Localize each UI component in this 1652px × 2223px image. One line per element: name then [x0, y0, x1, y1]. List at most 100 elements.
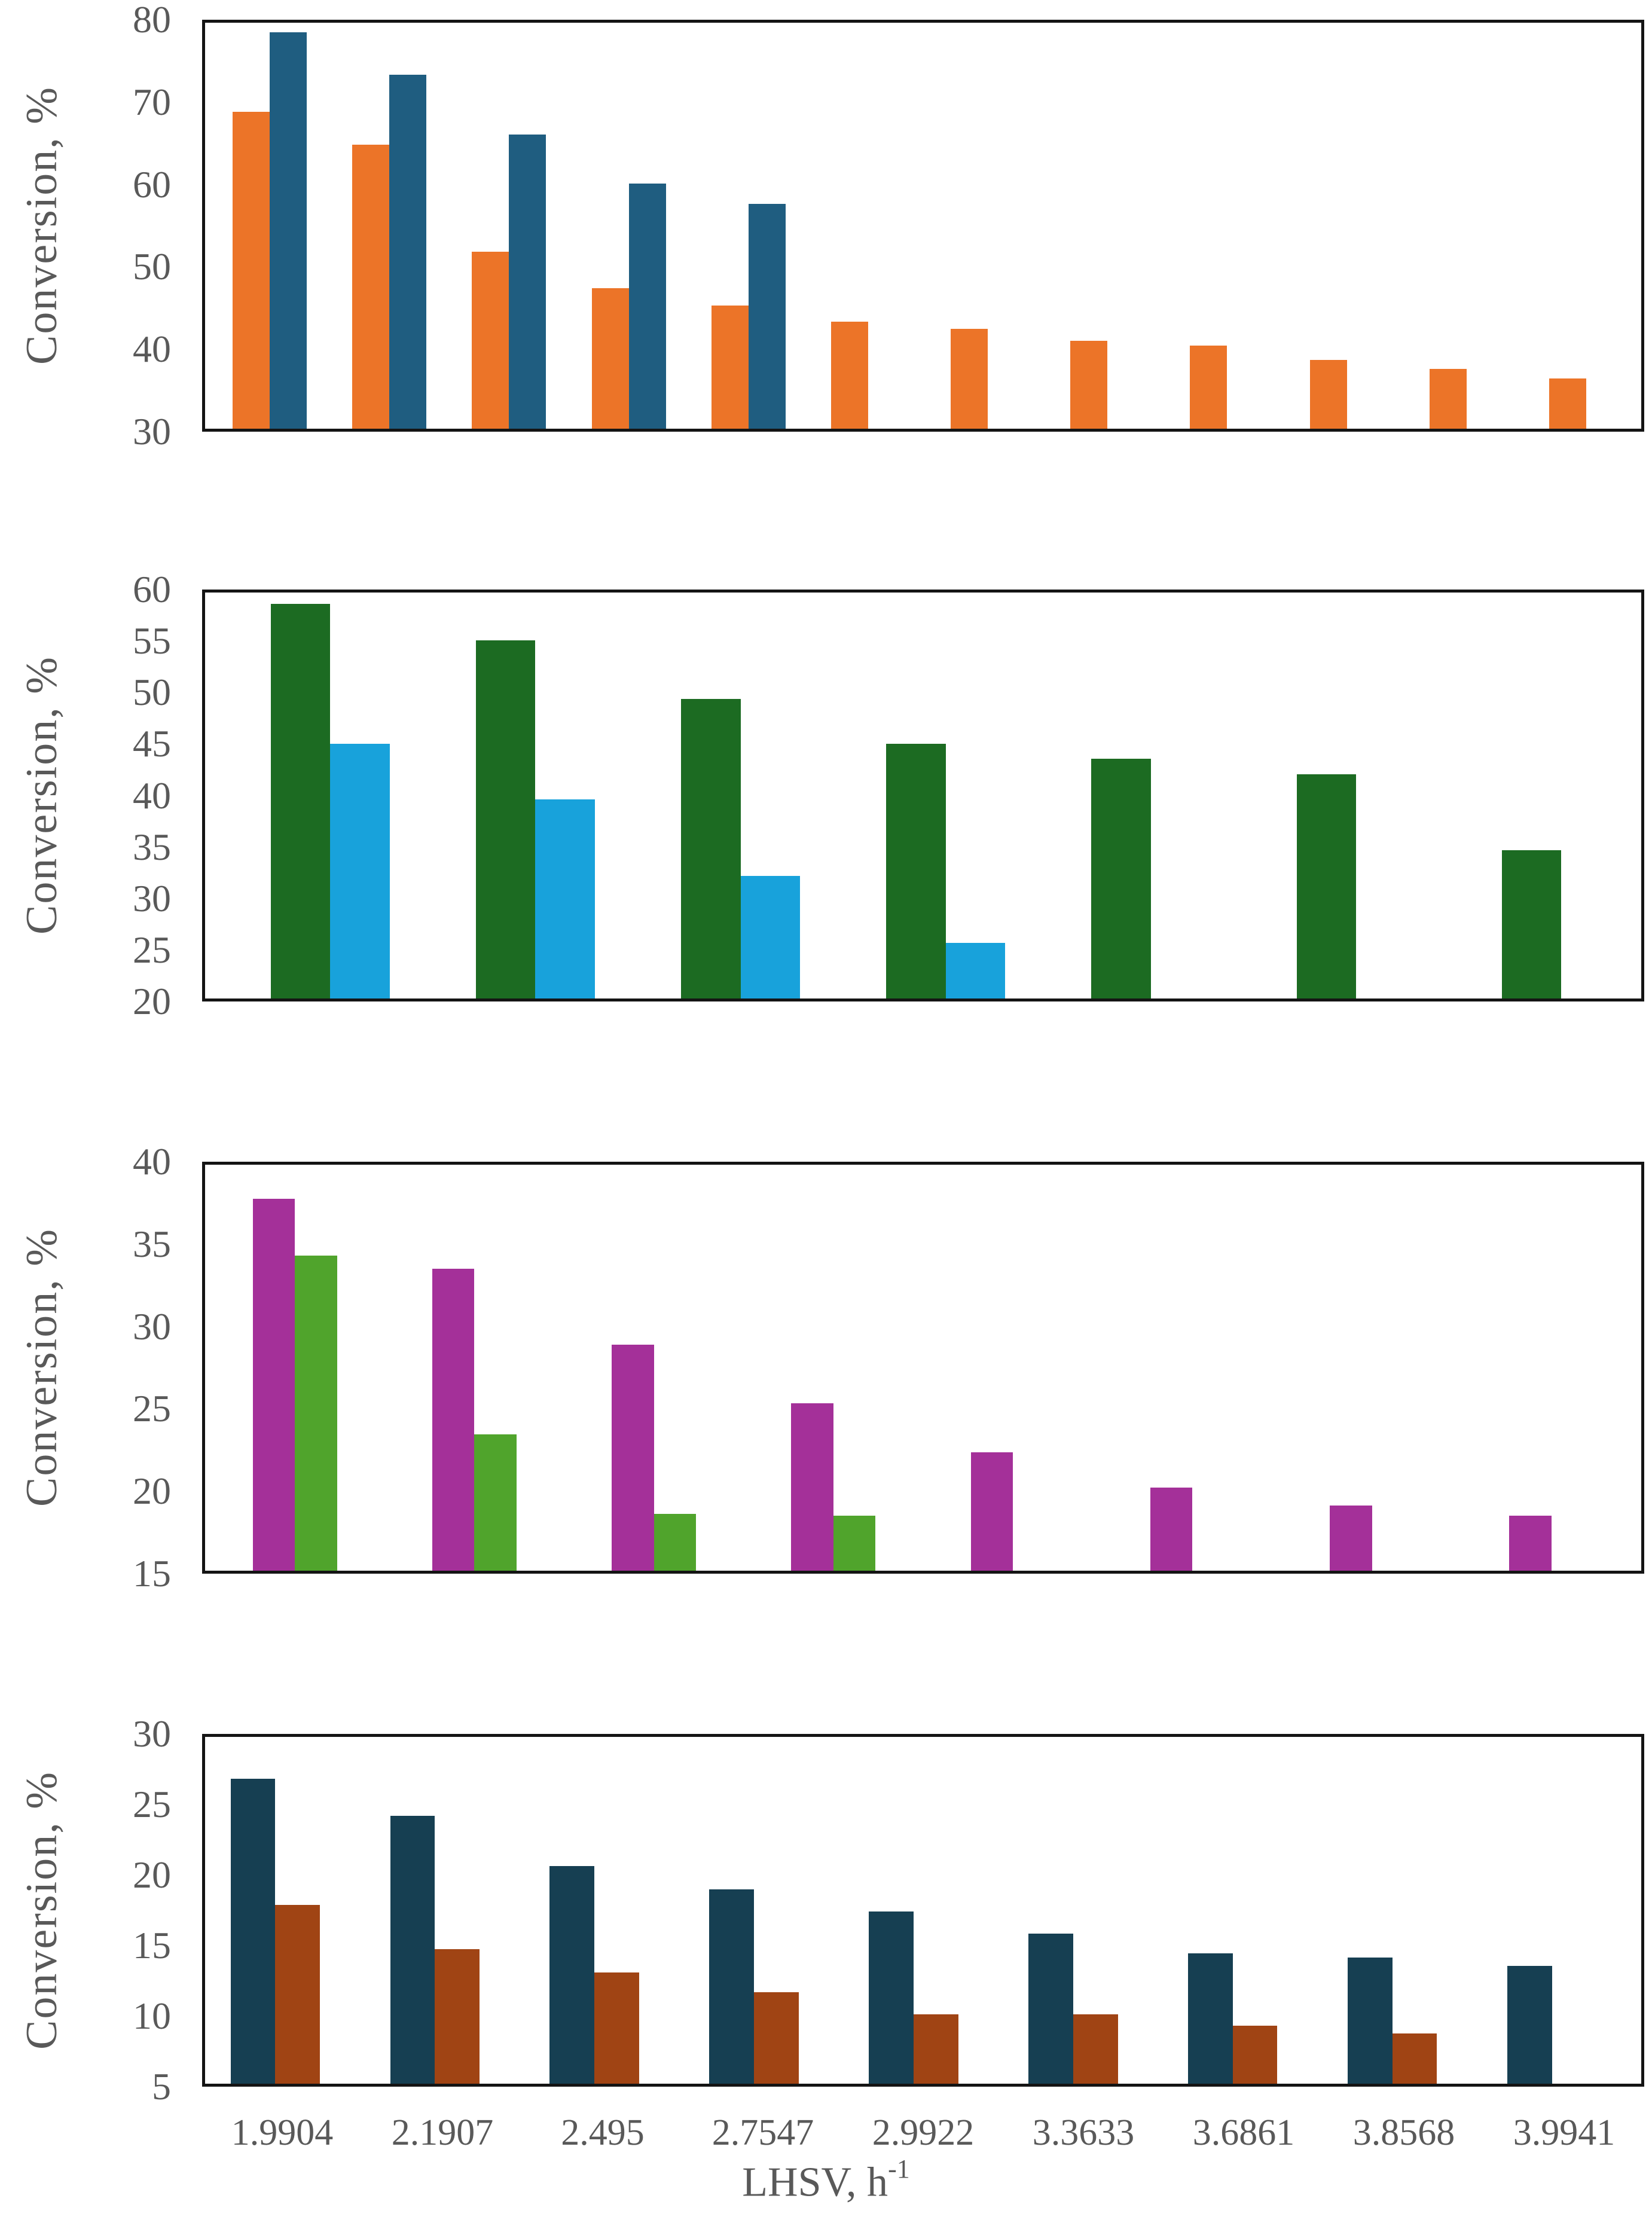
orange-series-bar: [233, 112, 270, 429]
magenta-series-bar: [1330, 1506, 1372, 1571]
magenta-series-bar: [432, 1268, 475, 1571]
green-series-bar: [474, 1434, 517, 1571]
category-slot: [205, 1737, 365, 2084]
y-tick-label: 60: [133, 163, 171, 206]
y-tick-label: 30: [133, 877, 171, 920]
orange-series-bar: [352, 144, 390, 429]
y-tick-label: 25: [133, 928, 171, 971]
navy-series-bar: [869, 1911, 914, 2084]
x-tick-label: 3.9941: [1513, 2112, 1616, 2153]
orange-series-bar: [1549, 378, 1586, 429]
category-slot: [1003, 1737, 1162, 2084]
x-tick-label: 3.3633: [1032, 2112, 1135, 2153]
category-slot: [564, 23, 684, 429]
y-tick-label: 50: [133, 245, 171, 288]
green-series-bar: [833, 1515, 876, 1571]
rust-series-bar: [435, 1949, 480, 2084]
category-slot: [1482, 1737, 1641, 2084]
y-tick-label: 55: [133, 619, 171, 662]
chart-panel-1: Conversion, % 30 40 50 60 70 80: [0, 0, 1652, 453]
category-slot: [844, 1737, 1003, 2084]
orange-series-bar: [951, 328, 988, 429]
category-slot: [804, 23, 923, 429]
orange-series-bar: [591, 288, 629, 429]
category-slot: [410, 593, 615, 998]
y-tick-label: 40: [133, 328, 171, 371]
category-slot: [365, 1737, 524, 2084]
rust-series-bar: [1232, 2025, 1278, 2084]
plot-area: [202, 1734, 1644, 2087]
category-slot: [1436, 593, 1641, 998]
navy-series-bar: [230, 1778, 276, 2084]
category-slot: [205, 593, 410, 998]
rust-series-bar: [1073, 2014, 1118, 2084]
y-tick-label: 5: [152, 2065, 171, 2108]
category-slot: [1282, 23, 1402, 429]
magenta-series-bar: [612, 1345, 654, 1571]
chart-panel-2: Conversion, % 20 25 30 35 40 45 50 55 60: [0, 568, 1652, 1022]
y-tick-label: 25: [133, 1783, 171, 1825]
y-tick-label: 30: [133, 410, 171, 453]
dark-blue-series-bar: [270, 32, 307, 429]
category-slot: [1522, 23, 1641, 429]
plot-area: [202, 1162, 1644, 1574]
category-slot: [325, 23, 444, 429]
x-axis-title-superscript: -1: [888, 2154, 910, 2184]
orange-series-bar: [1309, 359, 1347, 429]
green-series-bar: [654, 1513, 697, 1571]
category-slot: [1162, 23, 1282, 429]
light-blue-series-bar: [535, 799, 595, 998]
y-tick-label: 70: [133, 80, 171, 123]
light-blue-series-bar: [740, 875, 801, 998]
category-slot: [1103, 1165, 1282, 1571]
dark-green-series-bar: [1296, 774, 1356, 998]
navy-series-bar: [1188, 1953, 1233, 2084]
dark-blue-series-bar: [628, 183, 666, 429]
x-tick-label: 3.8568: [1352, 2112, 1455, 2153]
y-tick-label: 30: [133, 1712, 171, 1755]
magenta-series-bar: [970, 1452, 1013, 1571]
chart-panel-3: Conversion, % 15 20 25 30 35 40: [0, 1140, 1652, 1595]
rust-series-bar: [754, 1992, 799, 2084]
category-slot: [444, 23, 564, 429]
orange-series-bar: [830, 321, 868, 429]
x-tick-label: 2.1907: [391, 2112, 494, 2153]
dark-green-series-bar: [1501, 850, 1562, 998]
dark-green-series-bar: [1091, 759, 1151, 998]
green-series-bar: [295, 1256, 337, 1571]
rust-series-bar: [275, 1904, 320, 2084]
navy-series-bar: [709, 1889, 755, 2084]
category-slot: [923, 1165, 1103, 1571]
x-tick-label: 2.495: [561, 2112, 645, 2153]
dark-blue-series-bar: [748, 203, 786, 429]
orange-series-bar: [1190, 346, 1227, 429]
x-tick-label: 1.9904: [231, 2112, 334, 2153]
y-tick-label: 45: [133, 722, 171, 765]
plot-area: [202, 590, 1644, 1001]
dark-blue-series-bar: [389, 74, 427, 429]
navy-series-bar: [1507, 1965, 1552, 2084]
navy-series-bar: [1028, 1934, 1073, 2084]
magenta-series-bar: [1509, 1515, 1552, 1571]
rust-series-bar: [594, 1972, 639, 2084]
category-slot: [684, 23, 804, 429]
dark-green-series-bar: [681, 699, 741, 998]
x-axis-title: LHSV, h-1: [0, 2154, 1652, 2206]
category-slot: [564, 1165, 744, 1571]
rust-series-bar: [1392, 2033, 1437, 2084]
y-tick-label: 35: [133, 1222, 171, 1265]
category-slot: [1162, 1737, 1322, 2084]
category-slot: [744, 1165, 923, 1571]
category-slot: [1402, 23, 1522, 429]
dark-green-series-bar: [475, 640, 536, 998]
y-tick-label: 40: [133, 774, 171, 817]
orange-series-bar: [1070, 341, 1108, 429]
y-tick-label: 10: [133, 1995, 171, 2037]
category-slot: [1462, 1165, 1641, 1571]
chart-panel-4: Conversion, % 5 10 15 20 25 30: [0, 1712, 1652, 2108]
category-slot: [384, 1165, 564, 1571]
orange-series-bar: [1429, 368, 1467, 429]
x-tick-label: 3.6861: [1192, 2112, 1295, 2153]
category-slot: [1231, 593, 1436, 998]
